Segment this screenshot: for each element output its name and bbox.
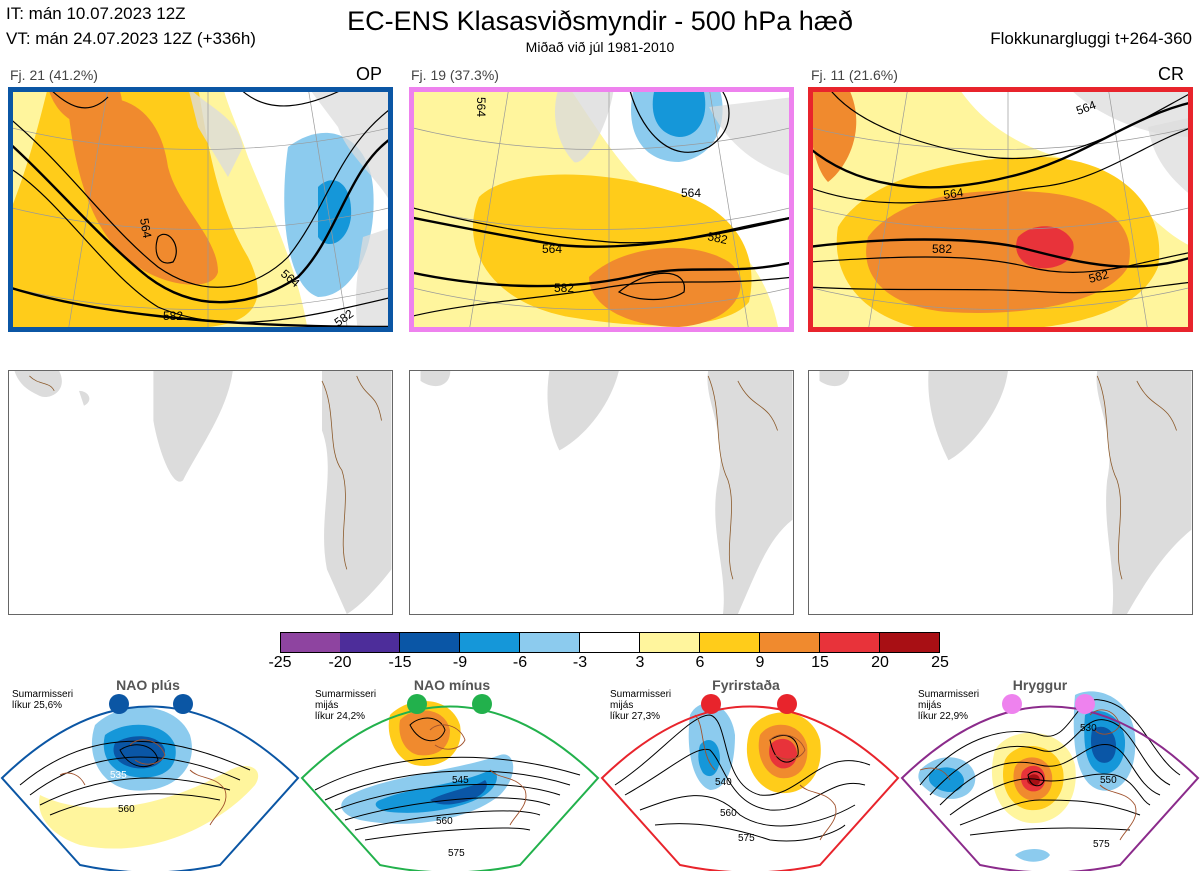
regime-4-contour-label: 530 xyxy=(1080,723,1097,734)
cluster-2-contour-label: 564 xyxy=(542,242,562,256)
colorbar-swatch xyxy=(280,632,341,653)
regime-4-prob: Sumarmisseri mijás líkur 22,9% xyxy=(918,689,980,722)
regime-1-contour-label: 535 xyxy=(110,770,127,781)
colorbar-tick-label: 20 xyxy=(871,654,889,671)
cluster-1-contour-label: 564 xyxy=(137,217,154,239)
colorbar-swatch xyxy=(580,632,640,653)
colorbar-tick-label: 25 xyxy=(931,654,949,671)
regime-4-dot xyxy=(1075,694,1095,714)
colorbar-tick-label: 6 xyxy=(695,654,705,671)
colorbar-tick-label: -25 xyxy=(268,654,292,671)
regime-2-dot xyxy=(407,694,427,714)
cluster-2-map[interactable]: 564 582 564 582 564 xyxy=(409,87,794,332)
cluster-1-label: Fj. 21 (41.2%) xyxy=(10,67,98,83)
colorbar-swatch xyxy=(760,632,820,653)
cluster-3-tag: CR xyxy=(1158,64,1184,84)
cluster-2-contour-label: 564 xyxy=(474,97,488,117)
regime-blocking[interactable]: 540 560 575 xyxy=(600,675,900,871)
cluster-3-contour-label: 582 xyxy=(1087,267,1110,286)
regime-3-frame xyxy=(600,705,900,871)
regime-1-dot xyxy=(173,694,193,714)
regime-1-frame xyxy=(0,705,300,871)
regime-1-prob: Sumarmisseri líkur 25,6% xyxy=(12,689,74,711)
colorbar-swatch xyxy=(700,632,760,653)
regime-3-contour-label: 540 xyxy=(715,777,732,788)
colorbar-tick-label: 9 xyxy=(755,654,765,671)
cluster-2-contour-label: 582 xyxy=(706,229,729,247)
regime-4-contour-label: 550 xyxy=(1100,775,1117,786)
regime-4-contour-label: 575 xyxy=(1093,839,1110,850)
regime-nao-minus[interactable]: 545 560 575 xyxy=(300,675,600,871)
cluster-3-contour-label: 564 xyxy=(942,185,964,202)
colorbar-tick-label: -20 xyxy=(328,654,352,671)
cluster-2-contour-label: 582 xyxy=(554,281,574,295)
cluster-1-tag: OP xyxy=(356,64,383,84)
empty-cluster-map-1 xyxy=(8,370,393,615)
regime-3-contour-label: 575 xyxy=(738,833,755,844)
regime-2-frame xyxy=(300,705,600,871)
regime-1-name: NAO plús xyxy=(116,677,180,693)
regime-3-dot xyxy=(701,694,721,714)
cluster-3-contour-label: 564 xyxy=(1074,98,1098,118)
classification-window: Flokkunargluggi t+264-360 xyxy=(990,29,1192,48)
regime-2-dot xyxy=(472,694,492,714)
regime-3-contour-label: 560 xyxy=(720,808,737,819)
regime-2-prob: Sumarmisseri mijás líkur 24,2% xyxy=(315,689,377,722)
cluster-3-frame xyxy=(808,87,1193,332)
regime-4-dot xyxy=(1002,694,1022,714)
colorbar-swatch xyxy=(460,632,520,653)
cluster-3-label: Fj. 11 (21.6%) xyxy=(811,67,898,83)
regime-2-name: NAO mínus xyxy=(413,677,491,693)
climatology-subtitle: Miðað við júl 1981-2010 xyxy=(525,39,675,55)
colorbar-swatch xyxy=(340,632,400,653)
valid-time: VT: mán 24.07.2023 12Z (+336h) xyxy=(6,29,256,48)
empty-cluster-map-2 xyxy=(409,370,794,615)
colorbar-tick-label: -15 xyxy=(388,654,412,671)
cluster-2-contour-label: 564 xyxy=(681,186,701,200)
regime-2-contour-label: 575 xyxy=(448,848,465,859)
regime-1-contour-label: 560 xyxy=(118,804,135,815)
page-title: EC-ENS Klasasviðsmyndir - 500 hPa hæð xyxy=(347,6,853,36)
regime-3-prob: Sumarmisseri mijás líkur 27,3% xyxy=(610,689,672,722)
cluster-2-label: Fj. 19 (37.3%) xyxy=(411,67,499,83)
colorbar-tick-label: -9 xyxy=(452,654,468,671)
colorbar-tick-label: -6 xyxy=(512,654,528,671)
colorbar-tick-label: -3 xyxy=(572,654,588,671)
regime-4-name: Hryggur xyxy=(1012,677,1068,693)
cluster-1-map[interactable]: 564 564 582 582 xyxy=(8,87,393,332)
cluster-3-contour-label: 582 xyxy=(932,242,952,256)
regime-2-contour-label: 545 xyxy=(452,775,469,786)
regime-1-dot xyxy=(109,694,129,714)
regime-3-name: Fyrirstaða xyxy=(712,677,780,693)
initial-time: IT: mán 10.07.2023 12Z xyxy=(6,4,186,23)
colorbar-swatch xyxy=(640,632,700,653)
regime-4-frame xyxy=(900,705,1200,871)
regime-nao-plus[interactable]: 535 560 xyxy=(0,675,300,871)
regime-ridge[interactable]: 530 550 575 xyxy=(900,675,1200,871)
cluster-3-map[interactable]: 564 564 582 582 xyxy=(808,87,1193,332)
colorbar-tick-label: 3 xyxy=(635,654,645,671)
empty-cluster-map-3 xyxy=(808,370,1193,615)
regime-2-contour-label: 560 xyxy=(436,816,453,827)
cluster-2-frame xyxy=(409,87,794,332)
colorbar-tick-label: 15 xyxy=(811,654,829,671)
colorbar-swatch xyxy=(520,632,580,653)
cluster-1-contour-label: 582 xyxy=(163,309,183,323)
colorbar-swatch xyxy=(880,632,940,653)
cluster-1-frame xyxy=(8,87,393,332)
regime-3-dot xyxy=(777,694,797,714)
colorbar-swatch xyxy=(400,632,460,653)
colorbar-swatch xyxy=(820,632,880,653)
